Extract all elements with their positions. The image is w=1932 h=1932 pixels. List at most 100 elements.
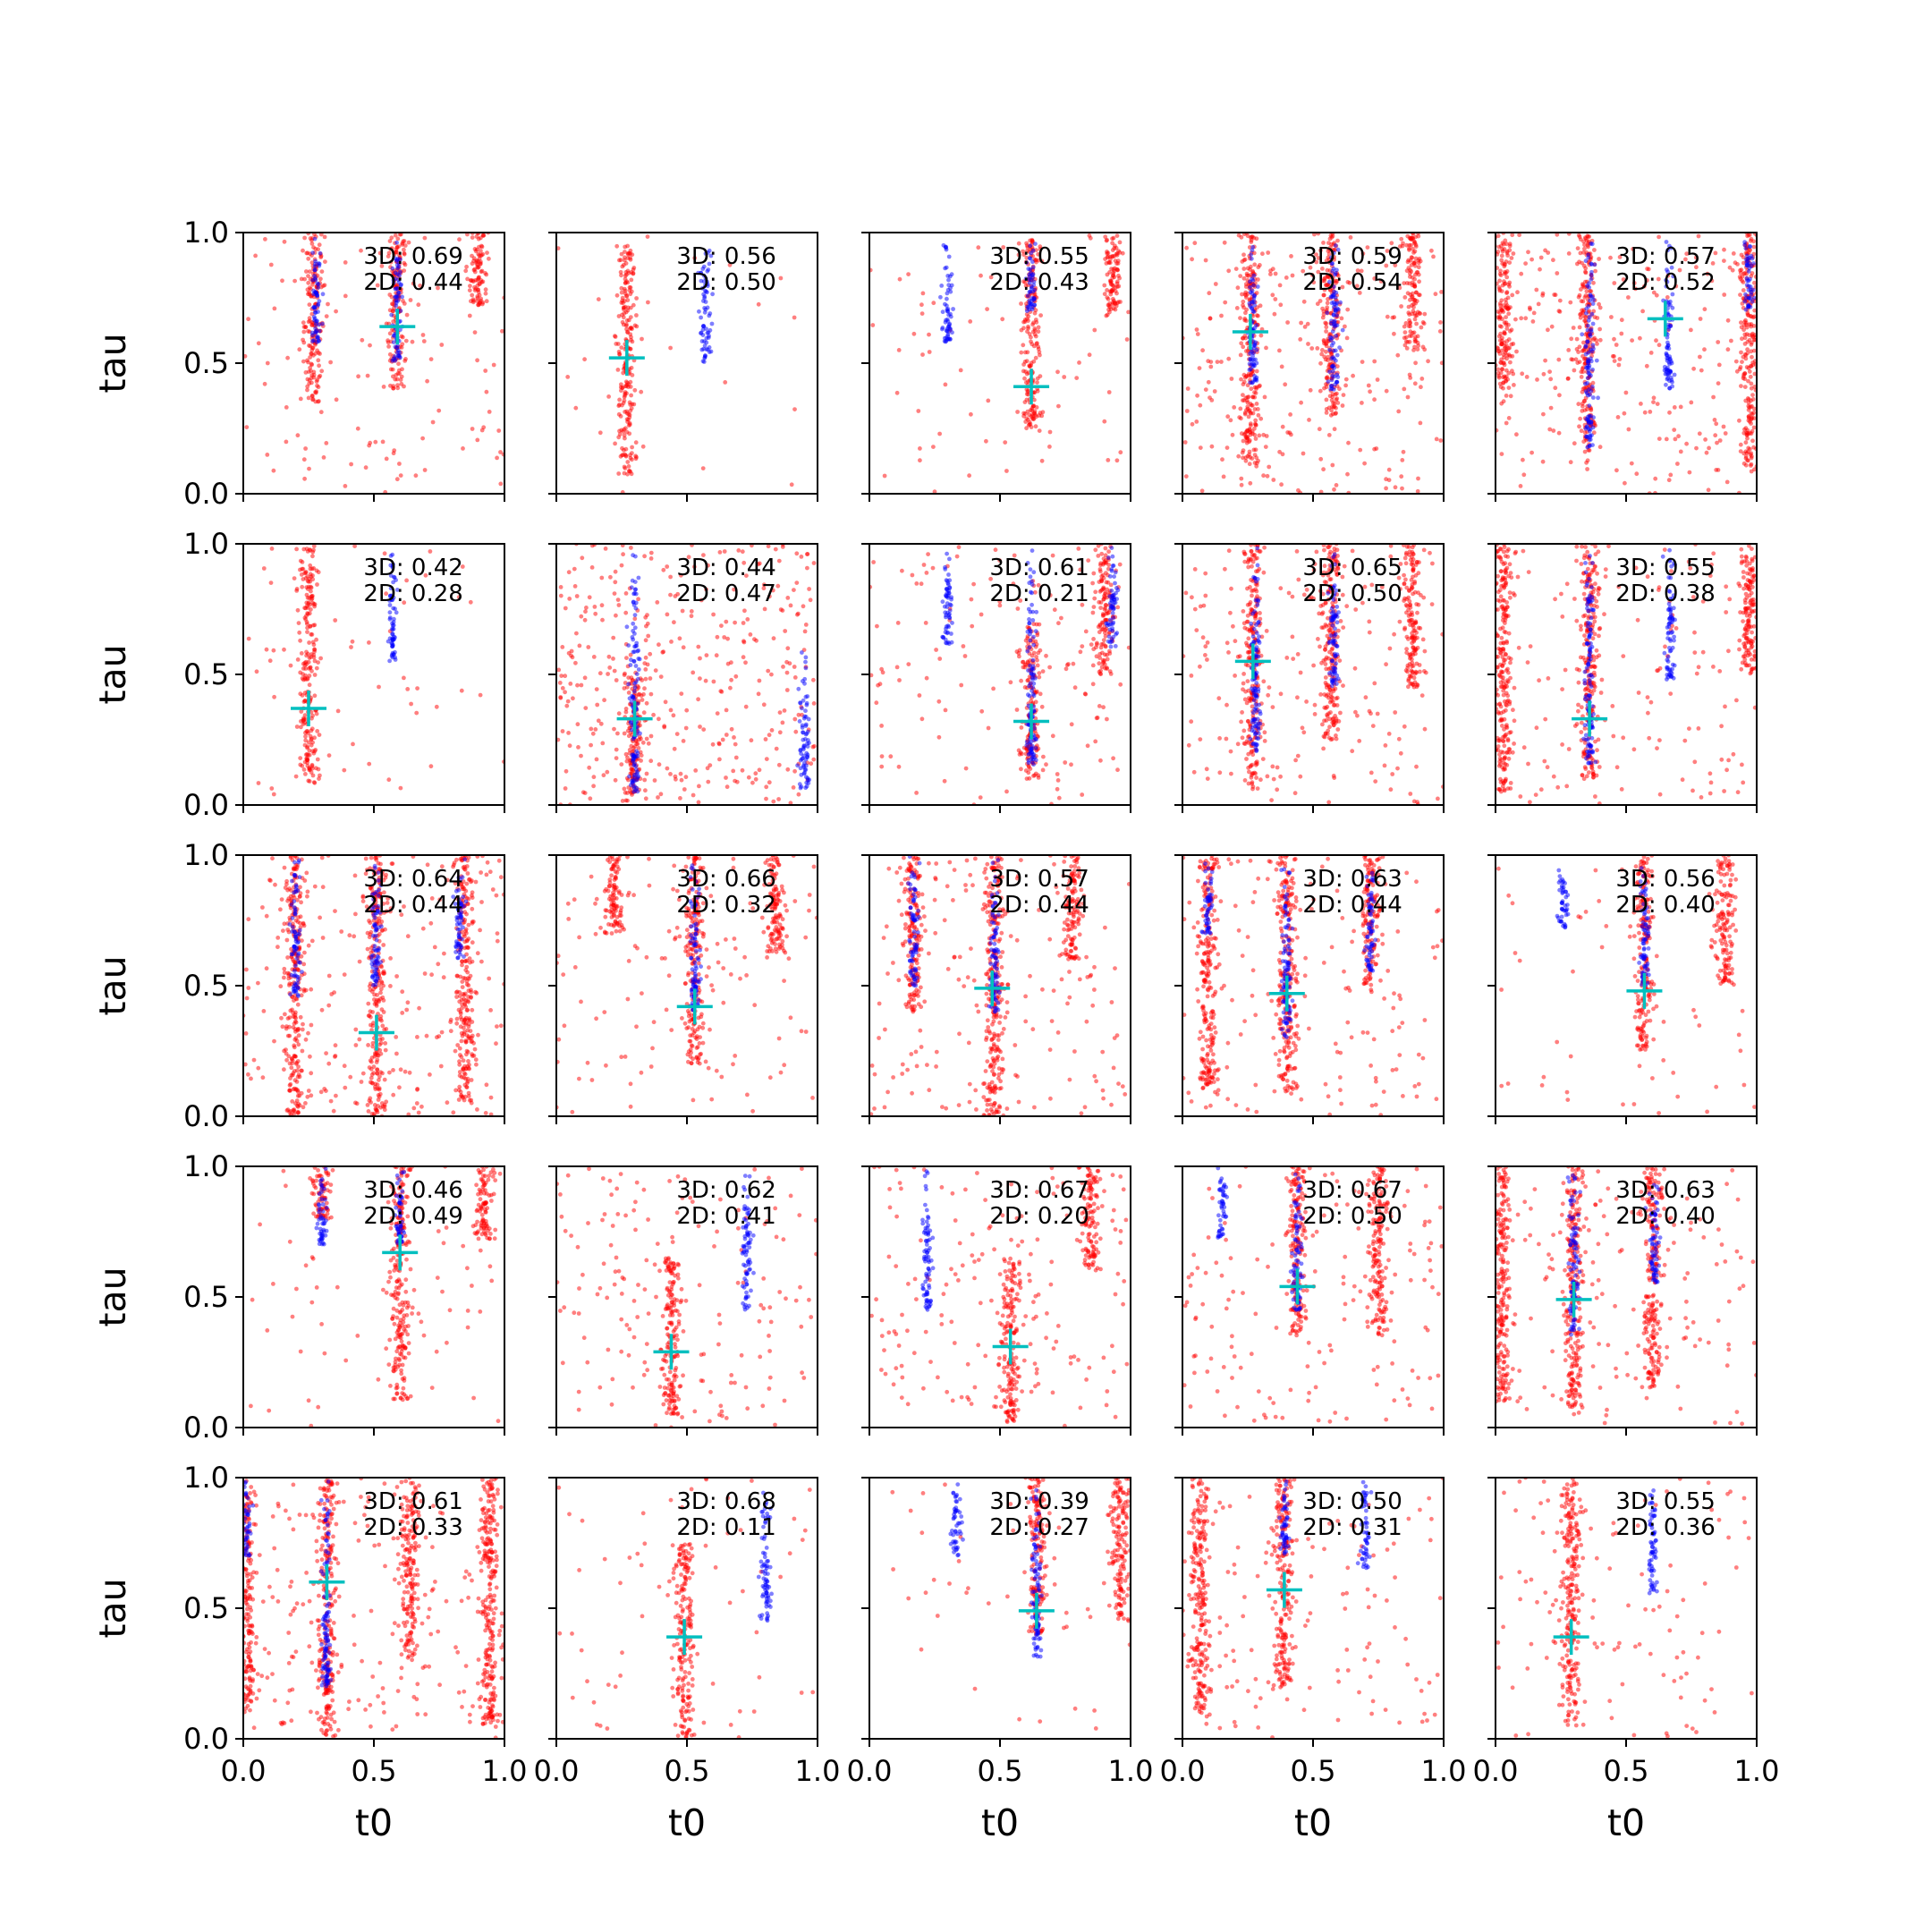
red-point <box>1309 273 1315 277</box>
blue-point <box>1334 302 1339 307</box>
red-point <box>781 665 785 669</box>
red-point <box>1322 354 1327 360</box>
red-point <box>321 284 326 288</box>
red-point <box>1252 426 1257 431</box>
red-point <box>1024 371 1030 377</box>
blue-point <box>803 659 808 665</box>
blue-point <box>315 281 320 286</box>
red-point <box>1326 364 1331 369</box>
red-point <box>1684 441 1689 446</box>
red-point <box>302 276 307 282</box>
red-point <box>307 682 312 688</box>
red-point <box>1039 458 1045 463</box>
red-point <box>1113 258 1118 263</box>
red-point <box>1498 370 1504 376</box>
red-point <box>1184 409 1190 413</box>
blue-point <box>1669 375 1674 380</box>
blue-point <box>1331 284 1336 289</box>
red-point <box>1384 388 1389 394</box>
red-point <box>1497 271 1503 276</box>
red-point <box>475 278 480 283</box>
red-point <box>634 313 639 318</box>
red-point <box>1751 348 1757 353</box>
red-point <box>1580 401 1585 406</box>
red-point <box>1031 416 1037 421</box>
blue-point <box>699 347 705 352</box>
red-point <box>623 446 629 452</box>
red-point <box>1126 309 1131 315</box>
blue-point <box>1670 292 1675 297</box>
red-point <box>586 645 591 649</box>
red-point <box>1501 386 1505 391</box>
red-point <box>1392 331 1396 336</box>
red-point <box>1372 397 1377 402</box>
red-point <box>1277 283 1283 288</box>
red-point <box>1523 261 1528 266</box>
red-point <box>1097 599 1102 605</box>
red-point <box>589 565 595 570</box>
red-point <box>1022 400 1028 404</box>
red-point <box>698 656 702 661</box>
red-point <box>1333 392 1338 397</box>
red-point <box>728 685 733 691</box>
red-point <box>480 279 486 284</box>
red-point <box>1106 549 1111 555</box>
red-point <box>1530 319 1536 324</box>
red-point <box>1623 390 1629 395</box>
red-point <box>756 691 761 697</box>
blue-point <box>800 650 804 655</box>
blue-point <box>387 615 393 620</box>
red-point <box>698 676 702 681</box>
red-point <box>1040 767 1046 773</box>
red-point <box>716 741 722 747</box>
red-point <box>1324 397 1329 402</box>
red-point <box>625 460 631 464</box>
red-point <box>1238 274 1243 278</box>
red-point <box>1225 414 1231 419</box>
red-point <box>1648 351 1654 355</box>
blue-point <box>631 659 637 664</box>
red-point <box>627 469 631 473</box>
red-point <box>1248 267 1252 272</box>
red-point <box>1331 279 1336 284</box>
red-point <box>367 761 372 767</box>
red-point <box>796 792 801 797</box>
red-point <box>1343 383 1348 388</box>
red-point <box>615 731 620 736</box>
red-point <box>1249 373 1253 378</box>
red-point <box>1748 374 1753 379</box>
red-point <box>1499 452 1504 456</box>
red-point <box>1713 250 1718 256</box>
red-point <box>771 636 776 641</box>
red-point <box>246 636 251 641</box>
red-point <box>645 613 649 617</box>
red-point <box>724 619 729 624</box>
red-point <box>1039 704 1045 709</box>
red-point <box>1252 385 1258 390</box>
blue-point <box>1587 437 1592 443</box>
red-point <box>622 305 626 310</box>
red-point <box>1105 666 1109 671</box>
red-point <box>299 709 304 714</box>
red-point <box>1034 405 1039 410</box>
red-point <box>1257 433 1262 438</box>
red-point <box>1104 603 1109 607</box>
red-point <box>689 614 694 619</box>
blue-point <box>1664 369 1669 374</box>
red-point <box>1743 449 1749 454</box>
red-point <box>349 645 353 649</box>
red-point <box>683 725 689 731</box>
red-point <box>1102 283 1107 288</box>
red-point <box>1326 241 1331 245</box>
red-point <box>1518 484 1523 488</box>
red-point <box>636 597 640 602</box>
red-point <box>1111 296 1115 301</box>
red-point <box>643 638 648 643</box>
red-point <box>1021 659 1025 665</box>
red-point <box>315 757 320 762</box>
blue-point <box>804 750 809 756</box>
red-point <box>411 281 416 286</box>
red-point <box>1526 250 1530 255</box>
red-point <box>1258 333 1264 338</box>
red-point <box>1655 402 1660 406</box>
